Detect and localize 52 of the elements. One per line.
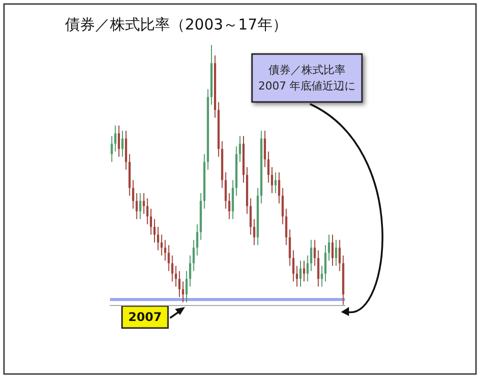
candlestick xyxy=(224,172,227,210)
candlestick xyxy=(292,250,294,282)
candlestick xyxy=(196,224,198,256)
candlestick xyxy=(124,130,128,170)
candlestick xyxy=(182,280,184,303)
candlestick xyxy=(335,239,338,266)
candlestick xyxy=(320,265,323,288)
candlestick xyxy=(306,254,309,282)
candlestick xyxy=(331,234,334,266)
candlestick xyxy=(118,125,120,158)
candlestick xyxy=(264,130,266,168)
annotation: 債券／株式比率 2007 年底値近辺に xyxy=(258,64,356,92)
candlestick xyxy=(302,260,306,282)
candlestick xyxy=(153,218,156,243)
candlestick xyxy=(150,208,152,236)
chart-title: 債券／株式比率（2003～17年） xyxy=(65,16,288,34)
candlestick xyxy=(160,234,163,256)
candlestick xyxy=(267,151,270,184)
candlestick xyxy=(299,260,302,288)
candlestick xyxy=(317,250,320,288)
candlestick xyxy=(192,239,195,272)
candlestick xyxy=(278,172,280,204)
candlestick xyxy=(238,135,242,162)
candlestick xyxy=(189,254,192,288)
candlestick xyxy=(146,198,148,225)
candlestick xyxy=(174,265,177,288)
candlestick xyxy=(110,135,113,162)
candlestick xyxy=(338,239,341,272)
candlestick xyxy=(168,244,170,272)
candlestick xyxy=(310,239,312,272)
candlestick xyxy=(274,172,277,194)
candlestick xyxy=(121,130,124,158)
candlestick xyxy=(139,192,142,220)
candlestick xyxy=(324,244,326,282)
candlestick xyxy=(185,270,188,303)
candlestick xyxy=(157,226,160,251)
candlestick xyxy=(314,239,316,266)
candlestick xyxy=(142,192,145,214)
candlestick xyxy=(178,270,180,298)
candlestick xyxy=(228,192,230,220)
candlestick xyxy=(232,180,234,220)
candlestick xyxy=(270,166,274,194)
candlestick xyxy=(114,125,116,152)
candlestick xyxy=(253,218,256,246)
candlestick xyxy=(132,180,134,210)
candlestick xyxy=(328,234,330,262)
candlestick xyxy=(250,198,252,236)
text: 2007 xyxy=(128,310,162,324)
candlestick xyxy=(136,192,138,220)
candlestick xyxy=(164,239,166,262)
candlestick xyxy=(296,265,298,288)
candlestick xyxy=(282,187,284,225)
